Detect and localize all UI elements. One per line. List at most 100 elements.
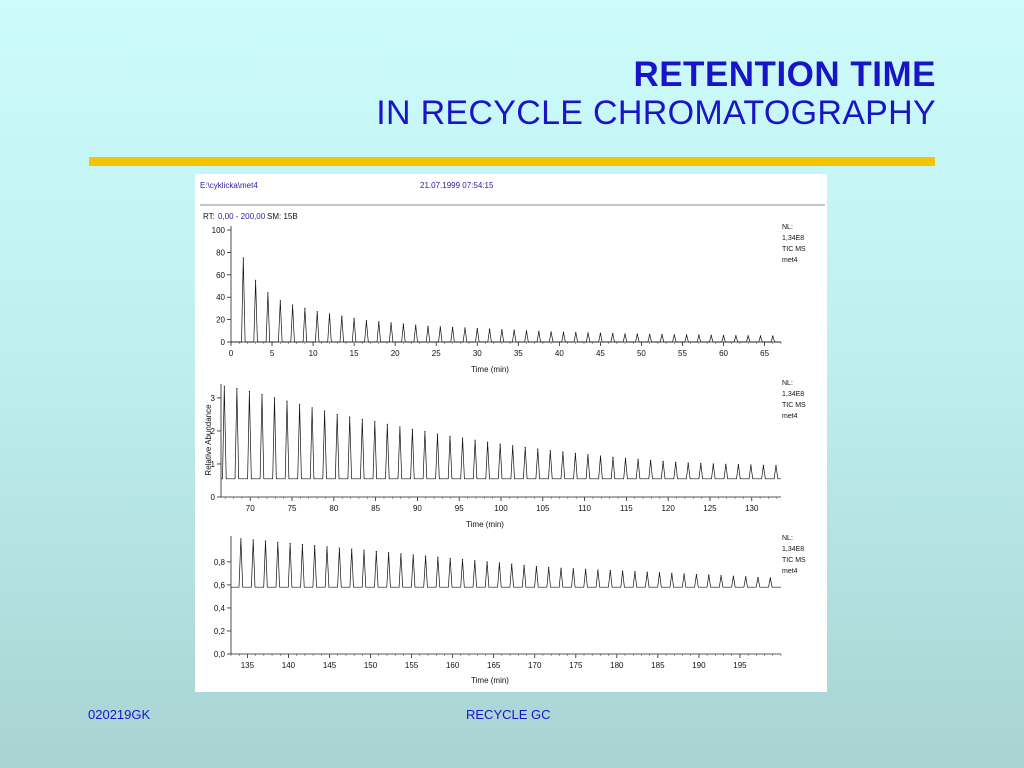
trace-annotation: met4 bbox=[782, 257, 798, 264]
peak-apex bbox=[574, 452, 576, 454]
peak-apex bbox=[277, 541, 279, 543]
peak-apex bbox=[673, 334, 675, 336]
peak-apex bbox=[240, 538, 242, 540]
x-tick-label: 65 bbox=[760, 349, 769, 358]
peak-apex bbox=[386, 423, 388, 425]
trace-annotation: 1,34E8 bbox=[782, 391, 804, 398]
peak-apex bbox=[314, 545, 316, 547]
chart-panel-2: 0 1 2 3 70 75 80 85 90 95 100 105 110 115 120 125 130 Tim… bbox=[211, 380, 807, 529]
peak-apex bbox=[737, 464, 739, 466]
peak-apex bbox=[363, 549, 365, 551]
peak-apex bbox=[646, 571, 648, 573]
peak-apex bbox=[658, 572, 661, 574]
chromatogram-trace bbox=[231, 257, 781, 343]
peak-apex bbox=[637, 458, 639, 460]
peak-apex bbox=[353, 317, 355, 320]
peak-apex bbox=[562, 331, 565, 333]
peak-apex bbox=[338, 547, 340, 549]
peak-apex bbox=[750, 464, 752, 466]
peak-apex bbox=[267, 292, 269, 294]
chromatogram-trace bbox=[231, 538, 781, 588]
peak-apex bbox=[252, 539, 254, 541]
peak-apex bbox=[374, 421, 376, 423]
peak-apex bbox=[255, 279, 257, 281]
x-tick-label: 195 bbox=[733, 661, 747, 670]
peak-apex bbox=[436, 433, 439, 435]
peak-apex bbox=[747, 335, 749, 337]
y-tick-label: 3 bbox=[211, 394, 216, 403]
peak-apex bbox=[289, 542, 291, 545]
y-tick-label: 2 bbox=[211, 427, 216, 436]
peak-apex bbox=[286, 400, 288, 402]
header-rt-range: 0,00 - 200,00 bbox=[218, 212, 266, 221]
peak-apex bbox=[437, 556, 439, 558]
trace-annotation: met4 bbox=[782, 568, 798, 575]
peak-apex bbox=[537, 448, 539, 450]
x-tick-label: 70 bbox=[246, 504, 255, 513]
x-axis-label: Time (min) bbox=[466, 520, 504, 529]
peak-apex bbox=[248, 390, 251, 392]
footer-left: 020219GK bbox=[88, 707, 151, 722]
x-tick-label: 25 bbox=[432, 349, 441, 358]
trace-annotation: NL: bbox=[782, 380, 793, 387]
peak-apex bbox=[759, 335, 762, 337]
x-tick-label: 80 bbox=[329, 504, 338, 513]
peak-apex bbox=[585, 568, 587, 570]
x-tick-label: 130 bbox=[745, 504, 759, 513]
x-tick-label: 140 bbox=[282, 661, 296, 670]
peak-apex bbox=[525, 330, 528, 332]
peak-apex bbox=[650, 459, 652, 461]
peak-apex bbox=[621, 570, 624, 572]
x-tick-label: 30 bbox=[473, 349, 482, 358]
y-tick-label: 20 bbox=[216, 316, 225, 325]
x-tick-label: 165 bbox=[487, 661, 501, 670]
trace-annotation: TIC MS bbox=[782, 246, 806, 253]
peak-apex bbox=[261, 394, 263, 396]
x-tick-label: 50 bbox=[637, 349, 646, 358]
peak-apex bbox=[745, 576, 747, 578]
peak-apex bbox=[498, 562, 501, 564]
peak-apex bbox=[236, 388, 238, 390]
peak-apex bbox=[597, 569, 599, 571]
peak-apex bbox=[687, 462, 689, 464]
peak-apex bbox=[298, 403, 301, 406]
peak-apex bbox=[661, 334, 663, 336]
peak-apex bbox=[695, 573, 698, 576]
y-tick-label: 0,0 bbox=[214, 650, 226, 659]
peak-apex bbox=[572, 568, 574, 570]
peak-apex bbox=[512, 445, 514, 447]
peak-apex bbox=[562, 451, 564, 453]
peak-apex bbox=[735, 335, 737, 337]
peak-apex bbox=[476, 327, 478, 330]
peak-apex bbox=[720, 575, 722, 577]
trace-annotation: 1,34E8 bbox=[782, 235, 804, 242]
peak-apex bbox=[708, 574, 710, 576]
peak-apex bbox=[671, 572, 673, 574]
x-tick-label: 20 bbox=[391, 349, 400, 358]
x-tick-label: 5 bbox=[270, 349, 275, 358]
peak-apex bbox=[685, 334, 688, 336]
peak-apex bbox=[264, 540, 267, 542]
y-tick-label: 0,8 bbox=[214, 558, 226, 567]
y-tick-label: 60 bbox=[216, 271, 225, 280]
y-tick-label: 0 bbox=[221, 338, 226, 347]
x-tick-label: 0 bbox=[229, 349, 234, 358]
peak-apex bbox=[499, 443, 501, 445]
header-file-path: E:\cyklicka\met4 bbox=[200, 181, 258, 190]
peak-apex bbox=[772, 335, 774, 337]
peak-apex bbox=[474, 560, 476, 562]
peak-apex bbox=[488, 328, 491, 330]
trace-annotation: NL: bbox=[782, 535, 793, 542]
peak-apex bbox=[775, 465, 777, 467]
trace-annotation: TIC MS bbox=[782, 557, 806, 564]
peak-apex bbox=[538, 330, 540, 332]
peak-apex bbox=[412, 554, 414, 556]
y-tick-label: 40 bbox=[216, 293, 225, 302]
x-tick-label: 95 bbox=[455, 504, 464, 513]
y-axis-label: Relative Abundance bbox=[204, 404, 213, 476]
x-tick-label: 105 bbox=[536, 504, 550, 513]
peak-apex bbox=[439, 326, 441, 328]
peak-apex bbox=[361, 418, 363, 420]
x-tick-label: 75 bbox=[288, 504, 297, 513]
peak-apex bbox=[712, 463, 714, 465]
